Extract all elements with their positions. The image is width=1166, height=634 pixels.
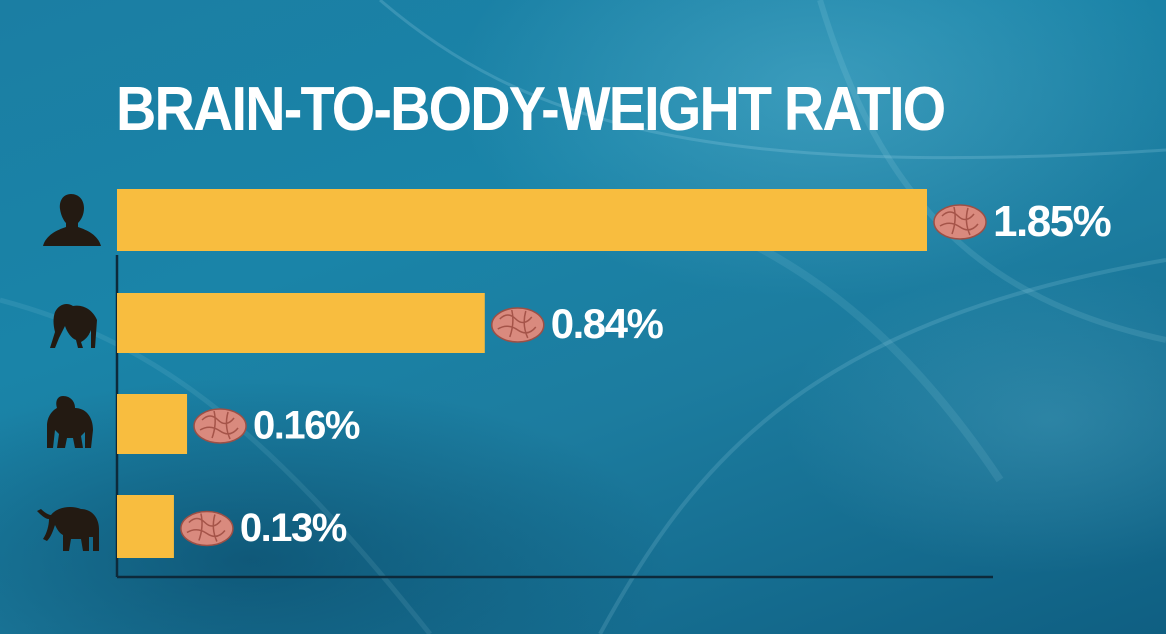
human-silhouette-icon: [43, 194, 101, 246]
brain-icon: [193, 408, 247, 444]
value-label: 0.16%: [253, 403, 360, 447]
bar-elephant: [117, 495, 174, 558]
bar-human: [117, 189, 927, 251]
gorilla-silhouette-icon: [47, 396, 93, 448]
bar-gorilla: [117, 394, 188, 454]
value-label: 1.85%: [993, 197, 1111, 246]
value-label: 0.13%: [240, 506, 347, 550]
brain-icon: [180, 510, 234, 547]
bar-chimpanzee: [117, 293, 485, 353]
chart-title: BRAIN-TO-BODY-WEIGHT RATIO: [116, 75, 946, 144]
chimpanzee-silhouette-icon: [50, 304, 97, 348]
elephant-silhouette-icon: [37, 507, 99, 551]
brain-icon: [491, 307, 545, 343]
brain-icon: [933, 204, 987, 240]
value-label: 0.84%: [551, 300, 664, 347]
